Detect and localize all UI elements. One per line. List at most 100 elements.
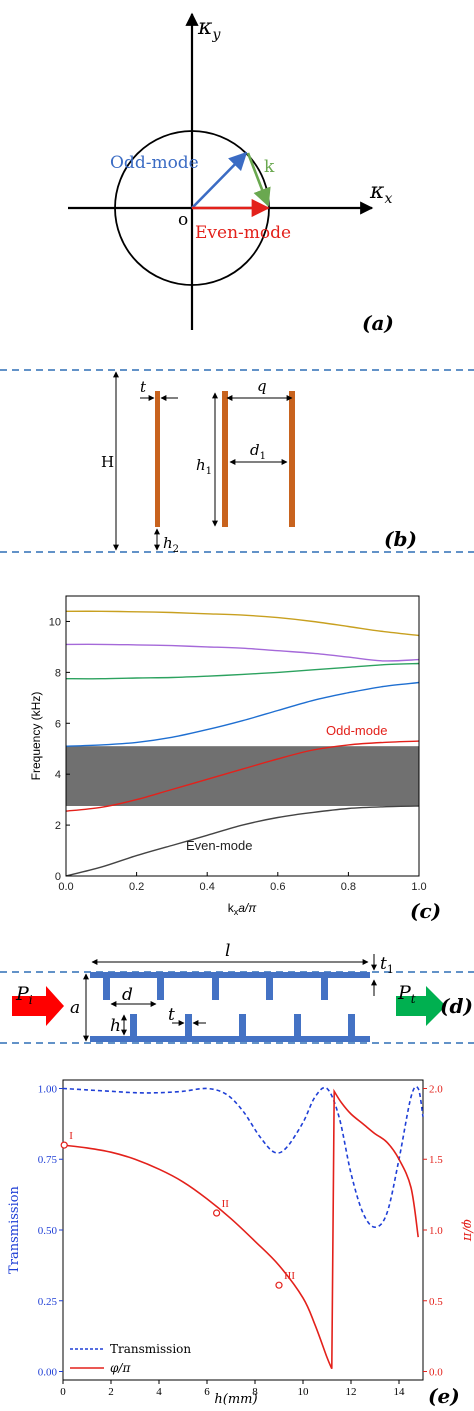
x-tick-label: 0.0 — [58, 881, 73, 893]
x-tick-label: 0.4 — [200, 881, 215, 893]
panel-c-plot-frame — [65, 595, 420, 877]
h2-label: h2 — [163, 534, 179, 555]
h1-label: h1 — [196, 456, 212, 477]
x-tick-label: 1.0 — [411, 881, 426, 893]
x-tick-label: 0.2 — [129, 881, 144, 893]
x-tick-label: 8 — [252, 1386, 258, 1398]
even-mode-band-label: Even-mode — [186, 838, 252, 853]
phase-marker-label: III — [284, 1270, 295, 1282]
pt-label: Pt — [397, 982, 416, 1006]
panel-d-tag: (d) — [440, 994, 473, 1018]
incident-wave-arrow — [12, 986, 64, 1026]
l-label: l — [225, 941, 230, 961]
phase-marker-label: II — [222, 1198, 230, 1210]
transmission-curve — [62, 1085, 424, 1229]
panel-e-curves — [62, 1085, 424, 1370]
legend-phase-label: φ/π — [110, 1361, 131, 1375]
panel-e-xlabel: h(mm) — [214, 1392, 257, 1407]
t-label: t — [140, 378, 147, 396]
q-label: q — [257, 377, 267, 395]
x-tick-label: 6 — [204, 1386, 210, 1398]
bottom-plate — [90, 1036, 370, 1042]
phase-marker-label: I — [69, 1130, 73, 1142]
phase-curve — [62, 1088, 419, 1370]
t1-label: t1 — [380, 954, 394, 976]
right-tick-label: 2.0 — [429, 1083, 443, 1095]
panel-e-right-ticks: 0.0 0.5 1.0 1.5 2.0 — [423, 1083, 443, 1379]
band-curves — [65, 610, 420, 877]
pair-plate-left — [222, 391, 228, 527]
H-label: H — [101, 453, 114, 471]
panel-e-left-ticks: 0.00 0.25 0.50 0.75 1.00 — [38, 1083, 63, 1379]
y-tick-label: 2 — [55, 820, 61, 832]
panel-e-x-ticks: 0 2 4 6 8 10 12 14 — [60, 1380, 405, 1398]
x-tick-label: 12 — [346, 1386, 357, 1398]
band-curve-4 — [65, 662, 420, 680]
bottom-fin — [239, 1014, 246, 1036]
panel-b: H t h1 q d1 h2 (b) — [0, 369, 474, 555]
panel-a-tag: (a) — [362, 311, 394, 335]
legend-transmission-label: Transmission — [110, 1342, 191, 1356]
panel-c-ylabel: Frequency (kHz) — [29, 692, 43, 781]
panel-c-x-ticks: 0.0 0.2 0.4 0.6 0.8 1.0 — [58, 872, 427, 893]
left-tick-label: 0.75 — [38, 1154, 58, 1166]
pair-plate-right — [289, 391, 295, 527]
left-tick-label: 0.50 — [38, 1225, 58, 1237]
phase-marker-1 — [60, 1141, 68, 1149]
origin-label: o — [178, 210, 188, 230]
right-tick-label: 1.5 — [429, 1154, 443, 1166]
x-tick-label: 2 — [108, 1386, 114, 1398]
left-tick-label: 0.00 — [38, 1367, 58, 1379]
right-tick-label: 0.5 — [429, 1296, 443, 1308]
d-label: d — [122, 985, 133, 1005]
transmitted-wave-arrow — [396, 986, 446, 1026]
left-tick-label: 1.00 — [38, 1083, 58, 1095]
odd-mode-band-label: Odd-mode — [326, 723, 387, 738]
panel-e-tag: (e) — [428, 1384, 460, 1408]
y-tick-label: 4 — [55, 769, 61, 781]
right-tick-label: 0.0 — [429, 1367, 443, 1379]
bottom-fin — [348, 1014, 355, 1036]
panel-e-ylabel-right: φ/π — [460, 1219, 474, 1241]
phase-marker-3 — [275, 1281, 283, 1289]
right-tick-label: 1.0 — [429, 1225, 443, 1237]
x-tick-label: 0.6 — [270, 881, 285, 893]
band-curve-5 — [65, 643, 420, 662]
t-label: t — [168, 1005, 175, 1025]
a-label: a — [70, 998, 80, 1018]
bandgap-region — [66, 746, 419, 806]
top-fin — [212, 978, 219, 1000]
top-fin — [157, 978, 164, 1000]
top-fin — [321, 978, 328, 1000]
panel-d: l t1 a d h t Pi Pt (d) — [0, 941, 474, 1044]
k-label: k — [264, 157, 275, 177]
band-curve-3 — [65, 681, 420, 747]
phase-marker-2 — [213, 1209, 221, 1217]
top-fin — [266, 978, 273, 1000]
even-mode-label: Even-mode — [195, 223, 291, 243]
k-vector-arrow — [246, 152, 271, 207]
h-label: h — [110, 1016, 121, 1036]
y-tick-label: 10 — [49, 616, 61, 628]
bottom-fin — [294, 1014, 301, 1036]
panel-a: κy κx o k Odd-mode Even-mode (a) — [68, 12, 394, 335]
pi-label: Pi — [15, 983, 33, 1007]
panel-c-tag: (c) — [410, 899, 441, 923]
x-tick-label: 0.8 — [341, 881, 356, 893]
panel-b-tag: (b) — [384, 527, 417, 551]
odd-mode-arrow — [191, 151, 248, 209]
x-tick-label: 4 — [156, 1386, 162, 1398]
bottom-fin — [130, 1014, 137, 1036]
y-tick-label: 0 — [55, 871, 61, 883]
panel-c-xlabel: kxa/π — [228, 901, 258, 917]
left-tick-label: 0.25 — [38, 1296, 58, 1308]
top-fin — [103, 978, 110, 1000]
band-curve-6 — [65, 610, 420, 637]
panel-c-y-ticks: 0 2 4 6 8 10 — [49, 616, 70, 883]
band-curve-2 — [65, 740, 420, 812]
kx-label: κx — [369, 179, 392, 207]
bottom-fin — [185, 1014, 192, 1036]
